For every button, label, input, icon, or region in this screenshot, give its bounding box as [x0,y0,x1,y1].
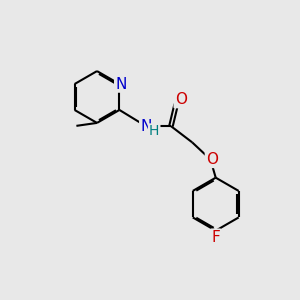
Text: H: H [149,124,159,138]
Text: O: O [206,152,218,167]
Text: F: F [211,230,220,245]
Text: N: N [115,76,127,92]
Text: O: O [175,92,187,107]
Text: N: N [140,118,152,134]
